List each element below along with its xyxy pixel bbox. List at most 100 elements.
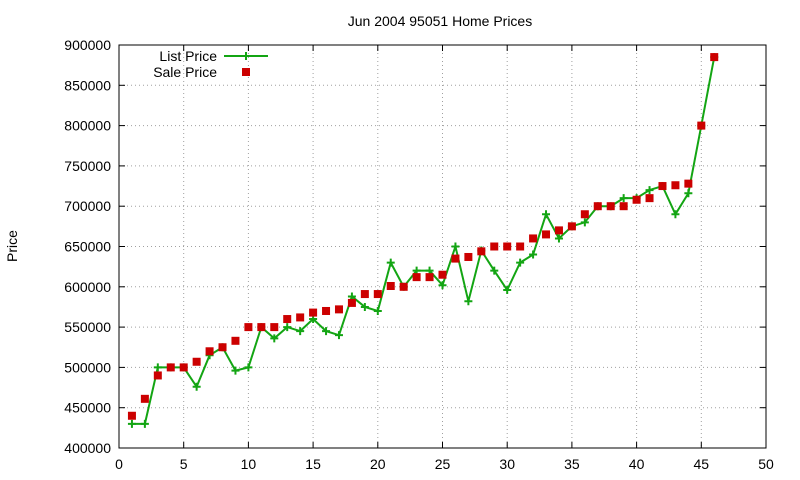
sale-price-point <box>153 371 162 380</box>
sale-price-point <box>684 179 693 188</box>
sale-price-point <box>554 226 563 235</box>
sale-price-point <box>322 306 331 315</box>
sale-price-point <box>567 222 576 231</box>
y-tick-label: 800000 <box>64 118 111 134</box>
y-tick-label: 850000 <box>64 77 111 93</box>
x-tick-label: 15 <box>305 456 321 472</box>
sale-price-point <box>127 411 136 420</box>
list-price-point <box>554 234 563 243</box>
series-layer <box>127 53 719 428</box>
sale-price-point <box>283 315 292 324</box>
sale-price-point <box>438 270 447 279</box>
sale-price-point <box>309 308 318 317</box>
sale-price-point <box>257 323 266 332</box>
x-tick-label: 10 <box>241 456 257 472</box>
axis-layer: 0 5 10 15 20 25 30 35 40 45 50 400000 450000 500000 55… <box>64 37 774 472</box>
list-price-point <box>192 382 201 391</box>
list-price-point <box>619 194 628 203</box>
sale-price-point <box>334 305 343 314</box>
sale-price-point <box>412 273 421 282</box>
list-price-point <box>490 266 499 275</box>
list-price-point <box>283 323 292 332</box>
sale-price-point <box>710 53 719 62</box>
y-tick-label: 400000 <box>64 440 111 456</box>
x-tick-label: 40 <box>629 456 645 472</box>
legend: List Price Sale Price <box>153 48 268 80</box>
sale-price-point <box>671 181 680 190</box>
sale-price-point <box>477 247 486 256</box>
sale-price-point <box>645 194 654 203</box>
list-price-point <box>153 363 162 372</box>
list-price-point <box>334 331 343 340</box>
sale-price-point <box>490 242 499 251</box>
list-price-point <box>684 189 693 198</box>
sale-price-point <box>697 121 706 130</box>
list-price-point <box>645 186 654 195</box>
x-tick-label: 5 <box>180 456 188 472</box>
list-price-point <box>244 363 253 372</box>
legend-label-list-price: List Price <box>159 48 217 64</box>
x-tick-label: 0 <box>115 456 123 472</box>
list-price-point <box>671 210 680 219</box>
sale-price-point <box>166 363 175 372</box>
y-tick-label: 700000 <box>64 198 111 214</box>
sale-price-point <box>192 357 201 366</box>
y-tick-label: 550000 <box>64 319 111 335</box>
sale-price-point <box>529 234 538 243</box>
y-tick-label: 600000 <box>64 279 111 295</box>
grid-layer <box>119 45 766 448</box>
sale-price-point <box>296 313 305 322</box>
sale-price-point <box>140 394 149 403</box>
list-price-point <box>386 258 395 267</box>
list-price-point <box>464 297 473 306</box>
legend-marker-list-price <box>242 52 250 60</box>
sale-price-point <box>399 282 408 291</box>
list-price-point <box>231 366 240 375</box>
list-price-point <box>503 286 512 295</box>
sale-price-point <box>347 298 356 307</box>
x-tick-label: 50 <box>758 456 774 472</box>
sale-price-point <box>580 210 589 219</box>
list-price-point <box>516 258 525 267</box>
legend-label-sale-price: Sale Price <box>153 64 217 80</box>
list-price-point <box>127 419 136 428</box>
list-price-point <box>529 250 538 259</box>
list-price-point <box>451 242 460 251</box>
sale-price-point <box>593 202 602 211</box>
list-price-point <box>140 419 149 428</box>
sale-price-point <box>360 290 369 299</box>
list-price-point <box>542 210 551 219</box>
sale-price-point <box>373 290 382 299</box>
sale-price-point <box>619 202 628 211</box>
sale-price-point <box>205 347 214 356</box>
list-price-point <box>296 327 305 336</box>
sale-price-point <box>516 242 525 251</box>
x-tick-label: 25 <box>435 456 451 472</box>
sale-price-point <box>464 252 473 261</box>
y-tick-label: 750000 <box>64 158 111 174</box>
sale-price-point <box>606 202 615 211</box>
sale-price-point <box>451 254 460 263</box>
y-tick-label: 900000 <box>64 37 111 53</box>
list-price-point <box>322 327 331 336</box>
x-tick-label: 20 <box>370 456 386 472</box>
list-price-point <box>373 306 382 315</box>
sale-price-point <box>218 343 227 352</box>
sale-price-point <box>244 323 253 332</box>
y-axis-label: Price <box>4 230 20 262</box>
list-price-point <box>360 302 369 311</box>
y-tick-label: 650000 <box>64 239 111 255</box>
series-line-list-price <box>131 56 716 425</box>
list-price-point <box>580 218 589 227</box>
sale-price-point <box>386 281 395 290</box>
list-price-point <box>438 281 447 290</box>
sale-price-point <box>270 323 279 332</box>
y-tick-label: 500000 <box>64 359 111 375</box>
sale-price-point <box>179 363 188 372</box>
sale-price-point <box>503 242 512 251</box>
sale-price-point <box>542 230 551 239</box>
sale-price-point <box>425 273 434 282</box>
sale-price-point <box>658 182 667 191</box>
y-tick-label: 450000 <box>64 400 111 416</box>
